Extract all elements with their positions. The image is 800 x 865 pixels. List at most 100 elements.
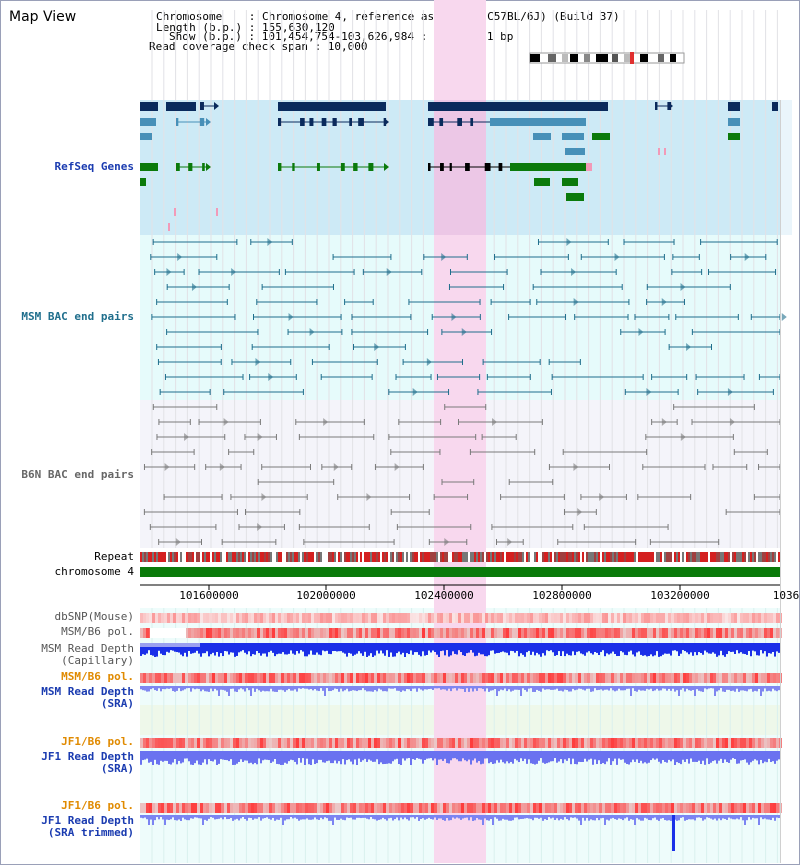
repeat-segment	[716, 552, 718, 562]
jf1-depth-trimmed-bar	[222, 815, 224, 820]
msm-b6-pol-sra-heat	[665, 673, 668, 683]
jf1-depth-sra-bar	[680, 751, 682, 765]
jf1-b6-pol-trimmed-heat	[758, 803, 761, 813]
jf1-depth-sra-bar	[234, 751, 236, 765]
jf1-depth-trimmed-bar	[670, 815, 672, 821]
repeat-segment	[350, 552, 352, 562]
msm-depth-sra-bar	[370, 686, 372, 692]
jf1-b6-pol-heat	[698, 738, 701, 748]
msm-depth-capillary-bar	[354, 643, 356, 655]
msm-depth-sra-bar	[200, 686, 202, 692]
msm-b6-pol-heat	[446, 628, 449, 638]
jf1-b6-pol-trimmed-heat	[452, 803, 455, 813]
jf1-b6-pol-trimmed-heat	[608, 803, 611, 813]
msm-depth-capillary-bar	[648, 643, 650, 656]
jf1-b6-pol-trimmed-heat	[488, 803, 491, 813]
jf1-depth-trimmed-bar	[170, 815, 172, 820]
dbsnp-heat	[530, 613, 533, 623]
ideogram-band	[548, 54, 556, 62]
b6n-bac-arrow	[573, 463, 579, 471]
jf1-depth-trimmed-bar	[552, 815, 554, 818]
track-label-msm-bac[interactable]: MSM BAC end pairs	[21, 310, 134, 323]
msm-b6-pol-sra-heat	[506, 673, 509, 683]
jf1-b6-pol-trimmed-heat	[314, 803, 317, 813]
jf1-b6-pol-trimmed-heat	[638, 803, 641, 813]
track-label-msm-b6-pol-2[interactable]: MSM/B6 pol.	[61, 670, 134, 683]
dbsnp-heat	[311, 613, 314, 623]
track-label-msm-depth-sra[interactable]: MSM Read Depth	[41, 685, 134, 698]
repeat-segment	[442, 552, 444, 562]
repeat-segment	[298, 552, 300, 562]
msm-depth-capillary-bar	[430, 643, 432, 653]
track-label-jf1-depth-trimmed[interactable]: JF1 Read Depth	[41, 814, 134, 827]
dbsnp-heat	[470, 613, 473, 623]
jf1-depth-sra-bar	[320, 751, 322, 760]
msm-depth-sra-bar	[344, 686, 346, 691]
msm-b6-pol-sra-heat	[335, 673, 338, 683]
msm-b6-pol-sra-heat	[224, 673, 227, 683]
msm-depth-sra-bar	[214, 686, 216, 689]
jf1-b6-pol-heat	[308, 738, 311, 748]
jf1-b6-pol-trimmed-heat	[323, 803, 326, 813]
jf1-b6-pol-trimmed-heat	[392, 803, 395, 813]
jf1-depth-sra-bar	[146, 751, 148, 759]
dbsnp-heat	[158, 613, 161, 623]
msm-b6-pol-sra-heat	[761, 673, 764, 683]
jf1-depth-trimmed-bar	[606, 815, 608, 820]
jf1-depth-sra-bar	[498, 751, 500, 763]
msm-b6-pol-sra-heat	[461, 673, 464, 683]
track-label-dbsnp[interactable]: dbSNP(Mouse)	[54, 610, 134, 623]
msm-depth-capillary-bar	[578, 643, 580, 652]
jf1-depth-trimmed-bar	[514, 815, 516, 818]
ideogram-band	[658, 54, 664, 62]
dbsnp-heat	[680, 613, 683, 623]
track-right-edge	[780, 100, 781, 863]
jf1-b6-pol-heat	[452, 738, 455, 748]
msm-depth-capillary-bar	[394, 643, 396, 657]
msm-b6-pol-sra-heat	[629, 673, 632, 683]
repeat-segment	[458, 552, 460, 562]
jf1-b6-pol-heat	[386, 738, 389, 748]
refseq-gene-block	[278, 102, 386, 111]
repeat-segment	[152, 552, 154, 562]
msm-b6-pol-heat	[494, 628, 497, 638]
jf1-depth-sra-bar	[576, 751, 578, 765]
track-label-b6n-bac[interactable]: B6N BAC end pairs	[21, 468, 134, 481]
msm-depth-capillary-bar	[192, 643, 194, 654]
jf1-b6-pol-trimmed-heat	[401, 803, 404, 813]
jf1-depth-trimmed-bar	[568, 815, 570, 821]
msm-b6-pol-sra-heat	[368, 673, 371, 683]
b6n-bac-arrow	[184, 433, 190, 441]
msm-b6-pol-heat	[239, 628, 242, 638]
jf1-depth-trimmed-bar	[642, 815, 644, 821]
msm-b6-pol-sra-heat	[710, 673, 713, 683]
jf1-b6-pol-heat	[224, 738, 227, 748]
msm-depth-capillary-bar	[432, 643, 434, 651]
jf1-b6-pol-trimmed-heat	[548, 803, 551, 813]
jf1-b6-pol-trimmed-heat	[143, 803, 146, 813]
track-label-jf1-b6-pol-1[interactable]: JF1/B6 pol.	[61, 735, 134, 748]
jf1-depth-sra-bar	[406, 751, 408, 759]
jf1-b6-pol-heat	[602, 738, 605, 748]
msm-depth-capillary-bar	[434, 643, 436, 652]
track-label-refseq[interactable]: RefSeq Genes	[54, 160, 134, 173]
jf1-depth-sra-bar	[160, 751, 162, 761]
msm-bac-arrow	[571, 268, 577, 276]
track-label-jf1-b6-pol-2[interactable]: JF1/B6 pol.	[61, 799, 134, 812]
msm-depth-capillary-bar	[562, 643, 564, 652]
jf1-depth-trimmed-bar	[610, 815, 612, 819]
track-label-jf1-depth-sra[interactable]: JF1 Read Depth	[41, 750, 134, 763]
msm-depth-capillary-bar	[644, 643, 646, 656]
track-label-msm-b6-pol-1[interactable]: MSM/B6 pol.	[61, 625, 134, 638]
track-label-repeat[interactable]: Repeat	[94, 550, 134, 563]
msm-b6-pol-sra-heat	[191, 673, 194, 683]
jf1-depth-trimmed-bar	[698, 815, 700, 818]
msm-depth-capillary-bar	[550, 643, 552, 651]
jf1-b6-pol-trimmed-heat	[566, 803, 569, 813]
msm-depth-capillary-bar	[510, 643, 512, 651]
msm-b6-pol-heat	[230, 628, 233, 638]
jf1-depth-trimmed-bar	[214, 815, 216, 820]
track-label-msm-depth-capillary[interactable]: MSM Read Depth	[41, 642, 134, 655]
jf1-depth-sra-bar	[636, 751, 638, 760]
